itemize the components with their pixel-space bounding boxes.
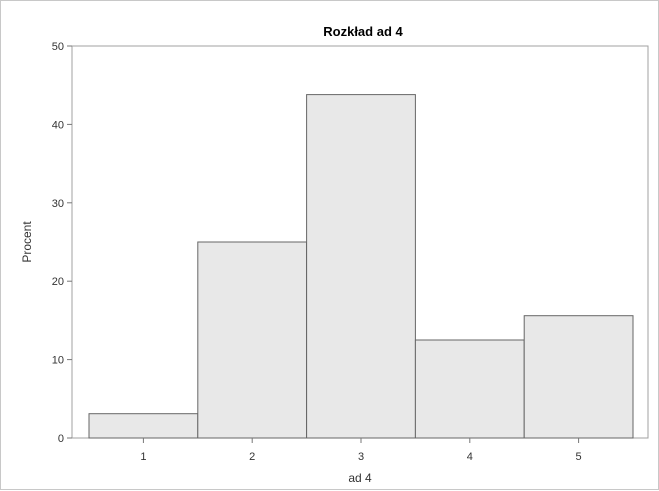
bar-1 (88, 413, 199, 439)
x-tick-label: 2 (249, 451, 255, 463)
x-tick-label: 1 (140, 451, 146, 463)
y-tick-label: 30 (52, 198, 64, 210)
y-tick-label: 0 (58, 433, 64, 445)
bar-2 (197, 241, 308, 439)
x-tick-label: 4 (467, 451, 473, 463)
y-tick-label: 20 (52, 276, 64, 288)
x-axis-label: ad 4 (348, 471, 372, 485)
x-tick-label: 3 (358, 451, 364, 463)
y-tick-label: 40 (52, 119, 64, 131)
y-axis-label: Procent (20, 221, 34, 263)
bars-group (88, 94, 634, 439)
bar-3 (306, 94, 416, 439)
chart-title: Rozkład ad 4 (323, 24, 403, 39)
x-tick-label: 5 (576, 451, 582, 463)
y-tick-label: 50 (52, 41, 64, 53)
y-tick-label: 10 (52, 355, 64, 367)
x-axis: 1 2 3 4 5 (140, 438, 582, 463)
bar-5 (523, 315, 634, 439)
y-axis: 0 10 20 30 40 50 (52, 41, 72, 445)
bar-4 (414, 339, 525, 439)
